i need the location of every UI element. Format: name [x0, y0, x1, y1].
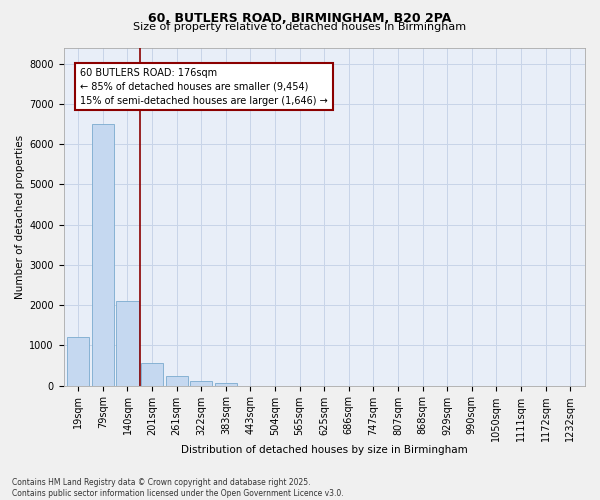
X-axis label: Distribution of detached houses by size in Birmingham: Distribution of detached houses by size … [181, 445, 467, 455]
Bar [190, 381, 212, 386]
Text: Contains HM Land Registry data © Crown copyright and database right 2025.
Contai: Contains HM Land Registry data © Crown c… [12, 478, 344, 498]
Bar [215, 383, 237, 386]
Bar [166, 376, 188, 386]
Text: 60, BUTLERS ROAD, BIRMINGHAM, B20 2PA: 60, BUTLERS ROAD, BIRMINGHAM, B20 2PA [148, 12, 452, 26]
Text: 60 BUTLERS ROAD: 176sqm
← 85% of detached houses are smaller (9,454)
15% of semi: 60 BUTLERS ROAD: 176sqm ← 85% of detache… [80, 68, 328, 106]
Y-axis label: Number of detached properties: Number of detached properties [15, 134, 25, 298]
Bar [141, 362, 163, 386]
Bar [67, 338, 89, 386]
Bar [92, 124, 114, 386]
Text: Size of property relative to detached houses in Birmingham: Size of property relative to detached ho… [133, 22, 467, 32]
Bar [116, 301, 139, 386]
